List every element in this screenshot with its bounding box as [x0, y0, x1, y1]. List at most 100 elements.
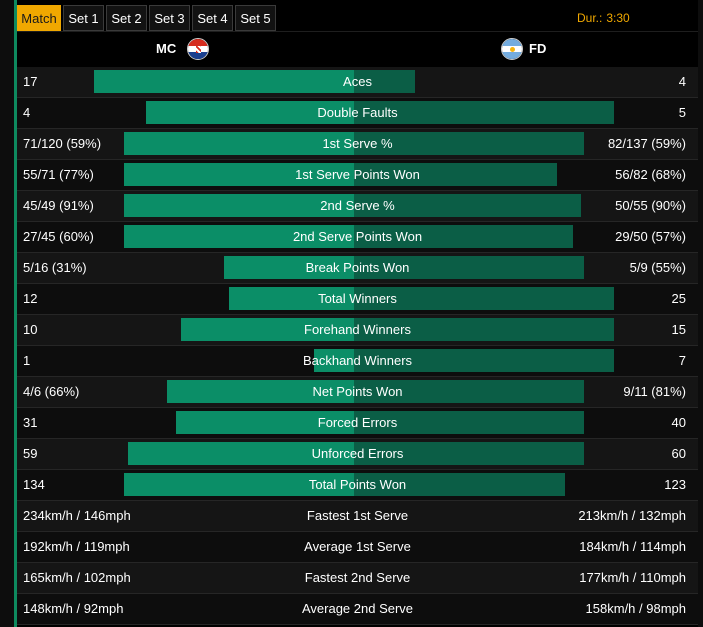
stat-row: Unforced Errors 59 60 — [17, 439, 698, 470]
stat-label: Double Faults — [317, 105, 398, 120]
stat-bar-left — [124, 194, 354, 217]
stat-value-left: 165km/h / 102mph — [23, 570, 131, 585]
tab-set-5[interactable]: Set 5 — [235, 5, 276, 31]
stat-bar-right — [354, 349, 614, 372]
stat-bar-left — [176, 411, 354, 434]
stat-value-left: 31 — [23, 415, 38, 430]
stat-value-left: 59 — [23, 446, 38, 461]
stat-label: Net Points Won — [312, 384, 403, 399]
stat-row: Total Winners 12 25 — [17, 284, 698, 315]
stat-bar-left — [181, 318, 354, 341]
stat-row: 2nd Serve % 45/49 (91%) 50/55 (90%) — [17, 191, 698, 222]
stat-bar-right — [354, 163, 557, 186]
stat-bar-left — [229, 287, 354, 310]
stat-row: Average 2nd Serve 148km/h / 92mph 158km/h … — [17, 594, 698, 625]
tab-set-1[interactable]: Set 1 — [63, 5, 104, 31]
stat-value-left: 192km/h / 119mph — [23, 539, 130, 554]
stat-value-left: 4/6 (66%) — [23, 384, 80, 399]
stat-label: 2nd Serve % — [320, 198, 395, 213]
players-header: MC FD — [17, 33, 698, 65]
stat-value-right: 5 — [678, 105, 686, 120]
stat-row: Forehand Winners 10 15 — [17, 315, 698, 346]
stat-bar-right — [354, 473, 565, 496]
stat-bar-left — [167, 380, 354, 403]
stat-bar-right — [354, 225, 573, 248]
side-accent-bar — [14, 0, 17, 627]
tab-set-4[interactable]: Set 4 — [192, 5, 233, 31]
stat-bar-right — [354, 194, 581, 217]
stat-value-right: 9/11 (81%) — [623, 384, 686, 399]
stat-row: Fastest 2nd Serve 165km/h / 102mph 177km/h… — [17, 563, 698, 594]
stat-bar-right — [354, 380, 584, 403]
stat-value-right: 4 — [678, 74, 686, 89]
stat-row: 2nd Serve Points Won 27/45 (60%) 29/50 (57… — [17, 222, 698, 253]
stat-value-right: 29/50 (57%) — [615, 229, 686, 244]
stat-value-left: 55/71 (77%) — [23, 167, 94, 182]
right-edge — [698, 0, 703, 627]
stat-row: Average 1st Serve 192km/h / 119mph 184km/h… — [17, 532, 698, 563]
stat-value-left: 17 — [23, 74, 38, 89]
stat-value-right: 5/9 (55%) — [629, 260, 686, 275]
stat-value-left: 45/49 (91%) — [23, 198, 94, 213]
stat-bar-left — [94, 70, 354, 93]
argentina-flag-icon — [501, 38, 523, 60]
tab-match[interactable]: Match — [17, 5, 61, 31]
stat-label: Break Points Won — [305, 260, 410, 275]
stat-value-left: 5/16 (31%) — [23, 260, 87, 275]
stat-row: 1st Serve % 71/120 (59%) 82/137 (59%) — [17, 129, 698, 160]
stat-bar-right — [354, 256, 584, 279]
stat-label: 1st Serve % — [322, 136, 393, 151]
stat-row: Backhand Winners 1 7 — [17, 346, 698, 377]
stat-row: Aces 17 4 — [17, 67, 698, 98]
stat-value-right: 184km/h / 114mph — [579, 539, 686, 554]
stat-value-left: 12 — [23, 291, 38, 306]
set-tabs-bar: Match Set 1 Set 2 Set 3 Set 4 Set 5 Dur.… — [17, 5, 698, 32]
stat-row: Break Points Won 5/16 (31%) 5/9 (55%) — [17, 253, 698, 284]
stat-row: Fastest 1st Serve 234km/h / 146mph 213km/h… — [17, 501, 698, 532]
stat-bar-left — [146, 101, 354, 124]
match-duration: Dur.: 3:30 — [577, 5, 698, 31]
stat-value-left: 148km/h / 92mph — [23, 601, 124, 616]
stat-value-right: 158km/h / 98mph — [585, 601, 686, 616]
stat-value-left: 234km/h / 146mph — [23, 508, 131, 523]
stat-bar-right — [354, 318, 614, 341]
stat-value-right: 60 — [671, 446, 686, 461]
stat-label: Aces — [343, 74, 372, 89]
tab-set-2[interactable]: Set 2 — [106, 5, 147, 31]
duration-label: Dur.: — [577, 11, 603, 25]
stats-table: Aces 17 4 Double Faults 4 5 1st Serve % 71/120 … — [17, 67, 698, 625]
stat-value-right: 40 — [671, 415, 686, 430]
stat-bar-right — [354, 132, 584, 155]
tab-set-3[interactable]: Set 3 — [149, 5, 190, 31]
stat-bar-right — [354, 442, 584, 465]
stat-label: Fastest 2nd Serve — [304, 570, 411, 585]
stat-bar-left — [124, 473, 354, 496]
stat-label: Unforced Errors — [311, 446, 404, 461]
left-edge — [0, 0, 14, 627]
stat-value-right: 15 — [671, 322, 686, 337]
stat-bar-left — [314, 349, 354, 372]
duration-value: 3:30 — [606, 11, 630, 25]
stat-value-right: 25 — [671, 291, 686, 306]
stat-label: Average 1st Serve — [304, 539, 411, 554]
stat-label: Total Points Won — [308, 477, 407, 492]
player-right-name: FD — [529, 41, 547, 56]
stat-row: Forced Errors 31 40 — [17, 408, 698, 439]
stat-value-right: 56/82 (68%) — [615, 167, 686, 182]
stat-label: Forehand Winners — [304, 322, 411, 337]
stat-label: Forced Errors — [317, 415, 398, 430]
stat-bar-left — [224, 256, 354, 279]
stat-bar-left — [124, 225, 354, 248]
stat-bar-left — [124, 163, 354, 186]
stat-value-right: 213km/h / 132mph — [578, 508, 686, 523]
stat-value-right: 123 — [664, 477, 686, 492]
stat-bar-right — [354, 70, 415, 93]
stat-bar-left — [128, 442, 354, 465]
stat-bar-left — [124, 132, 354, 155]
stat-label: Backhand Winners — [302, 353, 413, 368]
stat-bar-right — [354, 101, 614, 124]
stat-row: 1st Serve Points Won 55/71 (77%) 56/82 (68… — [17, 160, 698, 191]
stat-value-right: 177km/h / 110mph — [579, 570, 686, 585]
croatia-flag-icon — [187, 38, 209, 60]
